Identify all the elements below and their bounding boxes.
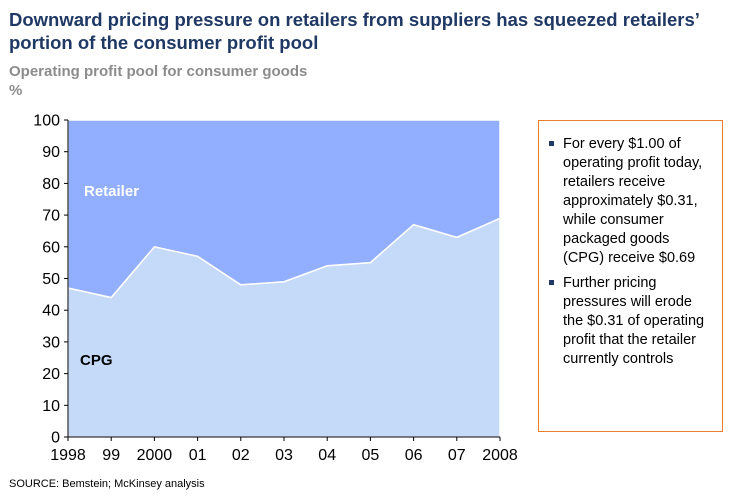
x-tick-label: 04 xyxy=(318,447,336,464)
note-item: For every $1.00 of operating profit toda… xyxy=(547,135,714,268)
x-tick-label: 07 xyxy=(448,447,466,464)
x-tick-label: 1998 xyxy=(50,447,86,464)
x-tick-label: 06 xyxy=(405,447,423,464)
bullet-icon xyxy=(549,280,554,285)
bullet-icon xyxy=(549,141,554,146)
y-tick-label: 40 xyxy=(42,303,60,320)
chart-title: Downward pricing pressure on retailers f… xyxy=(9,9,699,53)
y-tick-label: 0 xyxy=(51,430,60,447)
y-tick-label: 70 xyxy=(42,208,60,225)
y-tick-label: 90 xyxy=(42,144,60,161)
x-tick-label: 01 xyxy=(189,447,207,464)
unit-label: % xyxy=(9,82,23,99)
x-tick-label: 2008 xyxy=(482,447,518,464)
y-tick-label: 80 xyxy=(42,176,60,193)
note-text: For every $1.00 of operating profit toda… xyxy=(563,136,703,266)
y-tick-label: 100 xyxy=(33,113,60,130)
series-area-retailer xyxy=(67,119,501,299)
y-tick-label: 60 xyxy=(42,239,60,256)
x-tick-label: 99 xyxy=(102,447,120,464)
notes-box: For every $1.00 of operating profit toda… xyxy=(538,120,723,432)
y-tick-label: 20 xyxy=(42,366,60,383)
x-tick-label: 05 xyxy=(362,447,380,464)
series-label-cpg: CPG xyxy=(80,352,113,369)
note-text: Further pricing pressures will erode the… xyxy=(563,275,705,367)
y-tick-label: 50 xyxy=(42,271,60,288)
source-note: SOURCE: Bemstein; McKinsey analysis xyxy=(9,478,205,490)
series-label-retailer: Retailer xyxy=(84,183,139,200)
y-tick-label: 10 xyxy=(42,398,60,415)
x-tick-label: 2000 xyxy=(137,447,173,464)
x-tick-label: 03 xyxy=(275,447,293,464)
chart-subtitle: Operating profit pool for consumer goods xyxy=(9,63,308,80)
x-tick-label: 02 xyxy=(232,447,250,464)
note-item: Further pricing pressures will erode the… xyxy=(547,274,714,369)
y-tick-label: 30 xyxy=(42,334,60,351)
